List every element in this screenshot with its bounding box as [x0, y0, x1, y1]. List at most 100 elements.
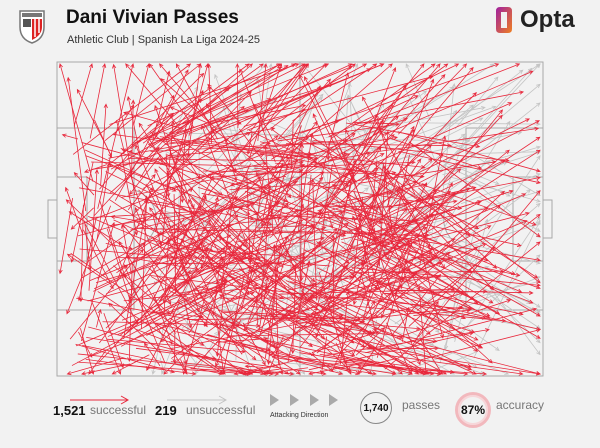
right-goal	[542, 199, 553, 239]
club-crest-icon	[19, 10, 45, 44]
successful-label: successful	[90, 403, 147, 417]
pass-arrow	[88, 349, 107, 375]
opta-wordmark: Opta	[520, 6, 575, 33]
pass-arrow	[386, 158, 422, 212]
pass-arrow	[207, 215, 276, 322]
pass-arrow	[439, 294, 462, 364]
pass-arrow	[187, 269, 195, 274]
pass-arrow	[348, 115, 400, 155]
unsuccessful-label: unsuccessful	[186, 403, 256, 417]
page-title: Dani Vivian Passes	[66, 7, 239, 28]
pass-arrow	[275, 309, 356, 356]
pass-arrow	[225, 63, 393, 211]
accuracy-badge: 87%	[455, 392, 491, 428]
pass-arrow	[320, 320, 425, 375]
pass-arrow	[211, 63, 353, 129]
pass-arrow	[129, 154, 162, 196]
pass-arrow	[248, 129, 358, 183]
pass-arrow	[154, 104, 205, 253]
pass-arrow	[75, 343, 176, 374]
pass-arrow	[288, 264, 349, 321]
pass-arrow	[274, 162, 425, 179]
pass-arrow	[384, 241, 541, 370]
pass-arrow	[246, 132, 253, 155]
pass-arrow	[316, 204, 501, 354]
passes-label: passes	[402, 398, 441, 412]
pass-arrow	[394, 182, 453, 296]
pass-arrow	[459, 216, 541, 337]
pass-arrow	[80, 328, 95, 375]
pass-arrow	[77, 213, 158, 237]
attacking-direction-icon	[270, 394, 338, 406]
pass-arrow	[418, 187, 541, 284]
pass-arrow	[223, 311, 421, 331]
pass-arrow	[355, 327, 386, 356]
pass-arrow	[240, 134, 279, 165]
pass-arrow	[153, 293, 173, 345]
pass-arrow	[70, 207, 94, 230]
pass-arrow	[455, 202, 541, 277]
pass-arrow	[154, 69, 189, 139]
unsuccessful-count: 219	[155, 403, 177, 418]
pass-arrow	[271, 356, 377, 376]
pass-arrow	[215, 276, 225, 284]
pass-arrow	[367, 149, 397, 218]
pass-arrow	[363, 146, 382, 178]
pass-arrow	[353, 191, 389, 261]
pass-arrow	[180, 192, 185, 204]
pass-arrow	[126, 95, 141, 155]
pass-arrow	[309, 352, 334, 373]
pass-arrow	[258, 209, 322, 269]
pass-arrow	[148, 63, 194, 128]
pass-arrow	[251, 180, 418, 238]
pass-arrow	[254, 297, 259, 325]
pass-arrow	[76, 88, 112, 155]
pass-arrow	[372, 120, 540, 208]
pass-arrow	[223, 117, 409, 190]
legend-graphics	[70, 394, 338, 406]
pass-arrow	[376, 251, 451, 317]
pass-arrow	[299, 174, 312, 282]
pass-arrow	[112, 133, 291, 160]
pass-arrow	[255, 176, 324, 249]
pass-arrow	[454, 218, 489, 342]
pass-arrow	[69, 248, 144, 340]
pass-arrow	[197, 186, 391, 246]
pass-arrow	[287, 275, 354, 291]
pass-arrow	[155, 323, 272, 352]
pass-arrow	[343, 348, 524, 376]
pass-arrow	[168, 313, 344, 350]
pass-arrow	[148, 267, 257, 361]
pass-arrow	[152, 216, 163, 247]
pass-arrow	[64, 186, 83, 234]
pass-arrow	[83, 164, 107, 173]
page-subtitle: Athletic Club | Spanish La Liga 2024-25	[67, 34, 261, 46]
pass-arrow	[126, 256, 200, 271]
pass-arrow	[347, 193, 372, 232]
pass-arrow	[167, 138, 349, 157]
pass-arrow	[374, 243, 487, 290]
pass-arrow	[368, 153, 444, 232]
pass-arrow	[143, 105, 245, 203]
pass-arrow	[133, 63, 151, 125]
pass-arrow	[388, 284, 421, 366]
pass-arrow	[269, 213, 434, 357]
pass-arrow	[100, 103, 108, 187]
pass-arrow	[388, 114, 503, 239]
pass-arrow	[243, 75, 434, 127]
pass-arrow	[200, 296, 276, 348]
pass-arrow	[382, 165, 394, 241]
pass-arrow	[212, 196, 219, 220]
pass-arrow	[261, 184, 272, 226]
pass-arrow	[96, 161, 112, 240]
pass-arrow	[292, 63, 378, 122]
pass-arrow	[134, 63, 330, 144]
pass-arrow	[112, 63, 136, 195]
pass-arrow	[366, 228, 436, 296]
pass-arrow	[194, 93, 324, 233]
pass-arrow	[338, 304, 507, 323]
pass-arrow	[111, 354, 150, 375]
pass-arrow	[412, 149, 541, 233]
pass-arrow	[408, 190, 505, 281]
pass-arrow	[127, 158, 299, 164]
